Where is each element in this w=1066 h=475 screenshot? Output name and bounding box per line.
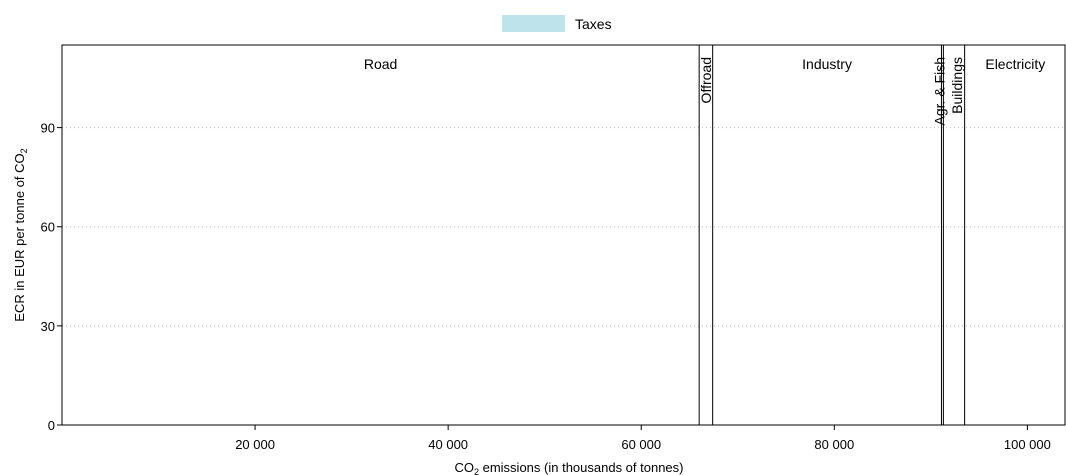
sector-label-offroad: Offroad xyxy=(698,57,714,103)
x-tick-label-60000: 60 000 xyxy=(621,437,661,452)
y-tick-label-30: 30 xyxy=(41,319,55,334)
sector-labels: Road Offroad Industry Agr. & Fish Buildings E… xyxy=(364,56,1045,125)
sector-label-industry: Industry xyxy=(802,56,852,72)
legend-label-taxes: Taxes xyxy=(575,16,612,32)
sector-dividers xyxy=(698,45,966,425)
y-axis-title: ECR in EUR per tonne of CO2 xyxy=(12,148,29,321)
y-tick-label-90: 90 xyxy=(41,121,55,136)
plot-frame xyxy=(61,44,1066,426)
sector-label-road: Road xyxy=(364,56,397,72)
sector-label-buildings: Buildings xyxy=(949,57,965,114)
y-tick-label-60: 60 xyxy=(41,220,55,235)
y-tick-label-0: 0 xyxy=(48,418,55,433)
gridlines xyxy=(62,127,1066,327)
y-axis-ticks: 0 30 60 90 xyxy=(41,121,62,433)
x-axis-title: CO2 emissions (in thousands of tonnes) xyxy=(454,460,683,475)
sector-label-electricity: Electricity xyxy=(985,56,1045,72)
x-tick-label-40000: 40 000 xyxy=(428,437,468,452)
x-tick-label-80000: 80 000 xyxy=(814,437,854,452)
sector-label-agr-fish: Agr. & Fish xyxy=(931,57,947,125)
legend: Taxes xyxy=(502,15,612,32)
legend-swatch-taxes xyxy=(502,15,565,32)
x-tick-label-100000: 100 000 xyxy=(1004,437,1051,452)
x-axis-ticks: 20 000 40 000 60 000 80 000 100 000 xyxy=(235,425,1051,452)
x-tick-label-20000: 20 000 xyxy=(235,437,275,452)
